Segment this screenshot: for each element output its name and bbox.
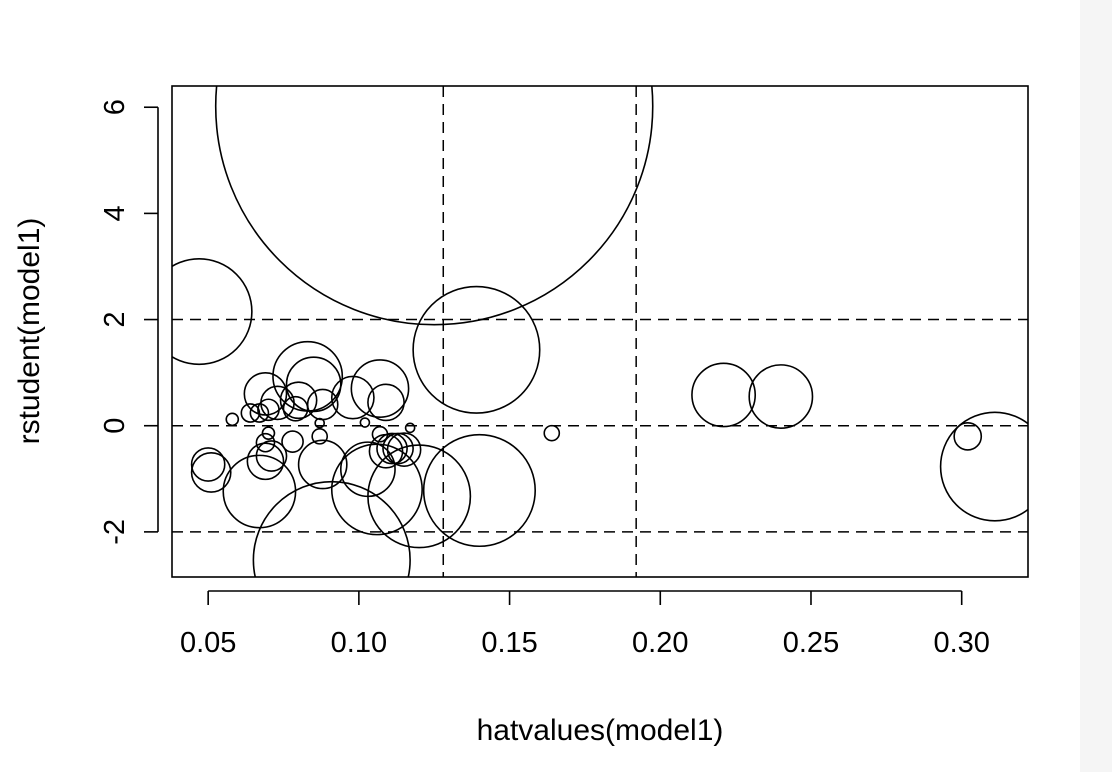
data-point	[330, 375, 375, 420]
x-tick-label: 0.25	[783, 627, 839, 659]
data-point	[330, 443, 423, 536]
x-axis-title: hatvalues(model1)	[477, 714, 724, 747]
data-point	[225, 412, 240, 427]
data-point	[748, 364, 814, 429]
data-point	[953, 421, 983, 451]
data-point	[412, 285, 541, 414]
data-points	[172, 86, 1028, 577]
data-point	[279, 381, 318, 420]
data-point	[311, 427, 329, 445]
data-point	[190, 452, 232, 493]
influence-plot: 0.05 0.10 0.15 0.20 0.25 0.30 -2 0 2 4 6 hatvalue…	[13, 85, 1029, 747]
data-point	[691, 362, 757, 428]
y-tick-label: 4	[99, 205, 131, 221]
data-point	[190, 447, 226, 482]
data-point	[281, 430, 304, 453]
data-point	[939, 411, 1028, 522]
x-tick-label: 0.20	[632, 627, 688, 659]
data-point	[249, 403, 270, 423]
data-point	[297, 439, 348, 490]
data-point	[172, 258, 253, 366]
x-axis: 0.05 0.10 0.15 0.20 0.25 0.30	[180, 590, 990, 659]
y-axis: -2 0 2 4 6	[99, 99, 159, 545]
x-tick-label: 0.05	[180, 627, 236, 659]
data-point	[255, 432, 276, 453]
data-point	[314, 417, 326, 429]
plot-frame	[171, 85, 1029, 578]
data-point	[367, 383, 405, 422]
data-point	[257, 398, 280, 422]
data-point	[386, 432, 422, 467]
data-point	[359, 417, 371, 428]
data-point	[261, 426, 276, 440]
data-point	[422, 433, 536, 548]
data-point	[543, 424, 561, 442]
reference-lines	[172, 86, 1028, 577]
data-point	[376, 432, 408, 465]
data-point	[246, 442, 285, 481]
y-tick-label: 6	[99, 99, 131, 115]
y-tick-label: -2	[99, 519, 131, 545]
data-point	[214, 86, 654, 326]
x-tick-label: 0.15	[481, 627, 537, 659]
scatter-figure: 0.05 0.10 0.15 0.20 0.25 0.30 -2 0 2 4 6 hatvalue…	[13, 85, 1029, 747]
data-point	[404, 422, 416, 434]
data-point	[222, 454, 297, 529]
x-tick-label: 0.30	[933, 627, 989, 659]
data-point	[282, 395, 309, 422]
data-point	[252, 480, 411, 577]
x-tick-label: 0.10	[331, 627, 387, 659]
data-point	[350, 359, 410, 418]
y-tick-label: 0	[99, 418, 131, 434]
window-scrollbar-area	[1080, 0, 1112, 772]
y-tick-label: 2	[99, 311, 131, 327]
data-point	[367, 444, 472, 549]
data-point	[240, 403, 261, 423]
y-axis-title: rstudent(model1)	[13, 218, 46, 445]
